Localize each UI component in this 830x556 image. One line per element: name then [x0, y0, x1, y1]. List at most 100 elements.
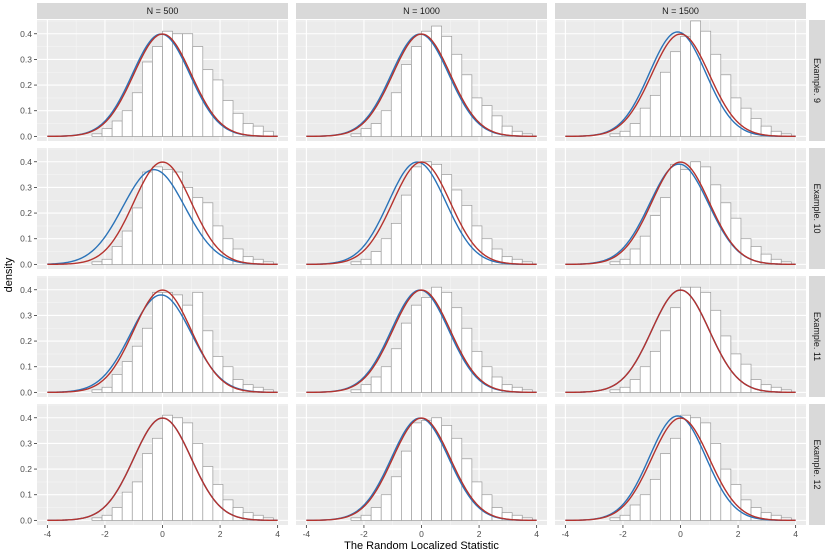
histogram-bar	[390, 476, 402, 521]
histogram-bar	[192, 443, 204, 521]
normal-curve	[306, 417, 537, 522]
histogram-bar	[192, 291, 204, 393]
y-tick-label: 0.0	[20, 131, 32, 141]
column-strip	[296, 3, 547, 19]
histogram-bar	[360, 258, 372, 265]
histogram-bar	[720, 468, 732, 521]
histogram-bar	[370, 376, 382, 393]
histogram-bar	[380, 238, 392, 265]
column-strip	[37, 3, 288, 19]
histogram-bar	[162, 291, 173, 393]
histogram-bar	[700, 422, 712, 521]
histogram-bar	[609, 389, 621, 393]
normal-curve	[47, 417, 278, 522]
histogram-bar	[441, 291, 453, 393]
histogram-bar	[649, 94, 661, 137]
histogram-bar	[360, 514, 372, 521]
histogram-bar	[182, 187, 194, 265]
histogram-bar	[411, 304, 422, 393]
histogram-bar	[740, 363, 752, 393]
histogram-bar	[421, 30, 432, 137]
x-tick-label: -4	[562, 529, 570, 539]
histogram-bar	[172, 171, 183, 265]
histogram-bar	[700, 291, 712, 393]
histogram-bar	[111, 374, 123, 393]
y-tick-label: 0.4	[20, 29, 32, 39]
histogram-bar	[252, 125, 264, 137]
y-tick-label: 0.3	[20, 438, 32, 448]
x-tick-label: 0	[419, 529, 424, 539]
row-strip	[809, 276, 825, 397]
histogram-bar	[411, 46, 422, 137]
column-strip	[555, 3, 806, 19]
histogram-bar	[649, 478, 661, 521]
histogram-bar	[639, 494, 651, 521]
row-strip	[809, 148, 825, 269]
histogram-bar	[431, 163, 442, 265]
histogram-bar	[212, 79, 224, 137]
normal-curve	[47, 161, 278, 266]
histogram-bar	[91, 133, 103, 137]
y-axis-title: density	[3, 257, 15, 292]
histogram-bar	[142, 61, 153, 137]
histogram-bar	[609, 517, 621, 521]
kde-curve	[306, 161, 537, 266]
normal-curve	[306, 33, 537, 138]
histogram-bar	[380, 110, 392, 137]
x-tick-label: 2	[736, 529, 741, 539]
histogram-bar	[142, 327, 153, 393]
row-strip-label: Example. 10	[812, 183, 822, 233]
x-tick-label: -2	[619, 529, 627, 539]
x-tick-label: -2	[101, 529, 109, 539]
histogram-bar	[619, 514, 631, 521]
histogram-bar	[441, 425, 453, 521]
histogram-bar	[639, 107, 651, 137]
y-tick-label: 0.0	[20, 515, 32, 525]
histogram-bar	[441, 35, 453, 137]
column-strip-label: N = 500	[147, 6, 179, 16]
x-tick-label: 0	[678, 529, 683, 539]
histogram-bar	[730, 484, 742, 521]
histogram-bar	[131, 92, 143, 137]
histogram-bar	[131, 345, 143, 393]
histogram-bar	[700, 166, 712, 265]
histogram-bar	[142, 453, 153, 521]
histogram-bar	[152, 291, 163, 393]
histogram-bar	[162, 414, 173, 521]
x-tick-label: -4	[44, 529, 52, 539]
y-tick-label: 0.3	[20, 54, 32, 64]
y-tick-label: 0.0	[20, 259, 32, 269]
y-tick-label: 0.1	[20, 362, 32, 372]
y-tick-label: 0.1	[20, 490, 32, 500]
histogram-bar	[101, 386, 113, 393]
x-tick-label: 2	[218, 529, 223, 539]
histogram-bar	[421, 419, 432, 521]
kde-curve	[47, 168, 278, 266]
histogram-bar	[411, 422, 422, 521]
histogram-bar	[111, 246, 123, 265]
histogram-bar	[350, 133, 362, 137]
histogram-bar	[212, 356, 224, 393]
row-strip	[809, 404, 825, 525]
histogram-bar	[680, 169, 691, 265]
histogram-bar	[690, 20, 701, 137]
x-tick-label: 4	[793, 529, 798, 539]
histogram-bar	[629, 248, 641, 265]
histogram-bar	[670, 163, 681, 265]
histogram-bar	[740, 238, 752, 265]
histogram-bar	[649, 350, 661, 393]
row-strip-label: Example. 11	[812, 312, 822, 361]
y-tick-label: 0.4	[20, 285, 32, 295]
normal-curve	[306, 161, 537, 266]
column-strip-label: N = 1500	[662, 6, 699, 16]
histogram-bar	[212, 484, 224, 521]
histogram-bar	[360, 128, 372, 137]
normal-curve	[47, 289, 278, 394]
histogram-bar	[660, 197, 671, 265]
y-tick-label: 0.2	[20, 80, 32, 90]
histogram-bar	[152, 437, 163, 521]
histogram-bar	[421, 161, 432, 265]
normal-curve	[565, 33, 796, 138]
histogram-bar	[182, 422, 194, 521]
